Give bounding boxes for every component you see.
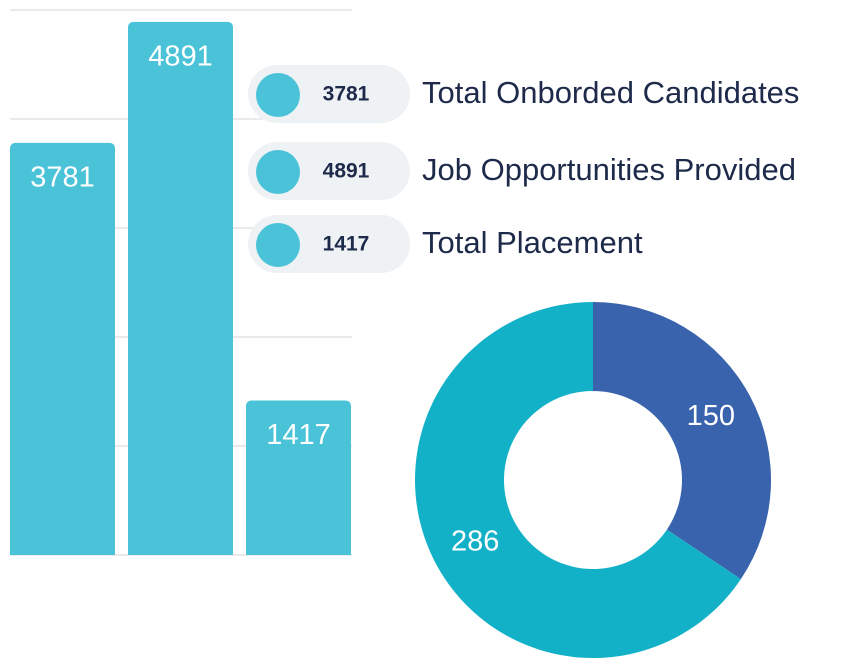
pie-label: 286 <box>451 525 499 557</box>
pie-label: 150 <box>687 400 735 432</box>
legend-value: 1417 <box>323 233 370 256</box>
bar-label: 3781 <box>30 162 95 194</box>
pie-slice <box>414 302 741 658</box>
legend-value: 4891 <box>323 160 370 183</box>
bar-label: 4891 <box>148 41 213 73</box>
bar-label: 1417 <box>266 419 331 451</box>
legend-swatch <box>256 223 300 267</box>
bar <box>10 142 115 555</box>
legend-value: 3781 <box>323 83 370 106</box>
legend-label: Job Opportunities Provided <box>422 152 796 187</box>
bar <box>128 21 233 556</box>
bar <box>246 400 351 555</box>
legend-swatch <box>256 73 300 117</box>
pie-slice <box>593 302 771 580</box>
legend-label: Total Onborded Candidates <box>422 75 799 110</box>
legend-label: Total Placement <box>422 225 643 260</box>
legend-swatch <box>256 150 300 194</box>
